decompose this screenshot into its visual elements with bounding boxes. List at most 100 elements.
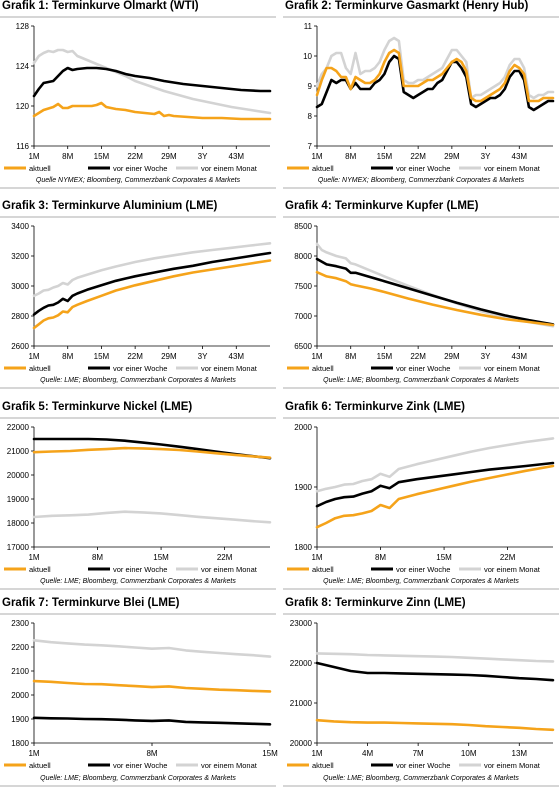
x-tick-label: 15M (262, 749, 278, 758)
legend-label-vor-einem-monat: vor einem Monat (201, 164, 258, 173)
line-chart: 1800 1900 2000 1M 8M 15M 22M aktuell vor einer W… (287, 423, 555, 574)
x-tick-label: 43M (229, 352, 245, 361)
chart-title-text: Terminkurve Zinn (LME) (334, 597, 466, 609)
line-chart: 6500 7000 7500 8000 8500 1M 8M 15M 22M 29M 3Y 43M ak… (287, 222, 555, 373)
x-tick-label: 22M (217, 553, 233, 562)
divider (0, 387, 276, 389)
divider (283, 187, 559, 189)
legend-label-vor-einer-woche: vor einer Woche (113, 565, 167, 574)
chart-panel: Grafik 4: Terminkurve Kupfer (LME) 6500 7… (283, 200, 559, 396)
x-tick-label: 1M (28, 553, 39, 562)
y-tick-label: 21000 (290, 699, 313, 708)
y-tick-label: 1800 (11, 739, 29, 748)
legend-label-vor-einem-monat: vor einem Monat (201, 761, 258, 770)
chart-source: Quelle: LME; Bloomberg, Commerzbank Corp… (40, 775, 236, 782)
legend-label-vor-einem-monat: vor einem Monat (484, 565, 541, 574)
series-line-vor-einer-woche (315, 461, 555, 508)
line-chart: 20000 21000 22000 23000 1M 4M 7M 10M 13M aktuell v… (287, 619, 555, 770)
x-tick-label: 1M (28, 749, 39, 758)
series-line-vor-einer-woche (32, 251, 272, 316)
series-line-vor-einem-monat (315, 437, 555, 493)
legend-label-vor-einer-woche: vor einer Woche (396, 364, 450, 373)
y-tick-label: 11 (304, 22, 313, 31)
line-chart: 116 120 124 128 1M 8M 15M 22M 29M 3Y 43M aktuell vor… (4, 22, 272, 173)
series-line-vor-einer-woche (315, 661, 555, 682)
legend-label-vor-einem-monat: vor einem Monat (201, 364, 258, 373)
line-chart: 1800 1900 2000 2100 2200 2300 1M 8M 15M aktuell vo… (4, 619, 278, 770)
divider (283, 417, 559, 419)
x-tick-label: 15M (94, 352, 110, 361)
series-line-aktuell (315, 48, 555, 103)
series-line-vor-einem-monat (315, 242, 555, 328)
x-tick-label: 15M (436, 553, 452, 562)
x-tick-label: 3Y (198, 352, 208, 361)
chart-number: Grafik 1: (2, 0, 52, 12)
y-tick-label: 9 (308, 82, 313, 91)
x-tick-label: 29M (161, 352, 177, 361)
x-tick-label: 13M (512, 749, 528, 758)
series-line-aktuell (32, 446, 272, 460)
y-tick-label: 23000 (290, 619, 313, 628)
legend-label-aktuell: aktuell (312, 761, 334, 770)
chart-source: Quelle: NYMEX; Bloomberg, Commerzbank Co… (317, 177, 525, 184)
legend-label-vor-einer-woche: vor einer Woche (396, 164, 450, 173)
legend-label-aktuell: aktuell (29, 364, 51, 373)
x-tick-label: 22M (127, 152, 143, 161)
x-tick-label: 10M (461, 749, 477, 758)
x-tick-label: 29M (444, 152, 460, 161)
divider (283, 613, 559, 615)
series-line-aktuell (315, 718, 555, 732)
x-tick-label: 1M (311, 749, 322, 758)
divider (283, 588, 559, 590)
series-line-vor-einer-woche (32, 66, 272, 98)
x-tick-label: 4M (362, 749, 373, 758)
y-tick-label: 8 (308, 112, 313, 121)
series-line-vor-einer-woche (32, 716, 272, 726)
chart-title-text: Terminkurve Gasmarkt (Henry Hub) (334, 0, 529, 12)
chart-source: Quelle: LME; Bloomberg, Commerzbank Corp… (40, 578, 236, 585)
x-tick-label: 3Y (481, 352, 491, 361)
y-tick-label: 7000 (294, 312, 312, 321)
x-tick-label: 3Y (198, 152, 208, 161)
chart-title: Grafik 2: Terminkurve Gasmarkt (Henry Hu… (285, 0, 528, 12)
line-chart: 17000 18000 19000 20000 21000 22000 1M 8M 15M 22M… (4, 423, 272, 574)
x-tick-label: 29M (444, 352, 460, 361)
chart-number: Grafik 3: (2, 200, 52, 212)
series-line-vor-einem-monat (32, 510, 272, 524)
series-line-vor-einem-monat (32, 241, 272, 298)
x-tick-label: 15M (94, 152, 110, 161)
x-tick-label: 22M (500, 553, 516, 562)
y-tick-label: 6500 (294, 342, 312, 351)
series-line-vor-einem-monat (315, 652, 555, 663)
y-tick-label: 20000 (7, 471, 30, 480)
legend-label-vor-einer-woche: vor einer Woche (396, 761, 450, 770)
chart-source: Quelle: LME; Bloomberg, Commerzbank Corp… (40, 377, 236, 384)
legend-label-vor-einem-monat: vor einem Monat (484, 761, 541, 770)
y-tick-label: 22000 (290, 659, 313, 668)
y-tick-label: 1900 (294, 483, 312, 492)
legend-label-aktuell: aktuell (29, 761, 51, 770)
series-line-aktuell (32, 101, 272, 121)
legend-label-vor-einem-monat: vor einem Monat (484, 164, 541, 173)
x-tick-label: 1M (311, 553, 322, 562)
divider (0, 417, 276, 419)
legend-label-vor-einem-monat: vor einem Monat (201, 565, 258, 574)
y-tick-label: 10 (303, 52, 312, 61)
x-tick-label: 3Y (481, 152, 491, 161)
x-tick-label: 1M (311, 152, 322, 161)
x-tick-label: 8M (345, 352, 356, 361)
x-tick-label: 22M (410, 352, 426, 361)
legend-label-vor-einer-woche: vor einer Woche (396, 565, 450, 574)
x-tick-label: 15M (153, 553, 169, 562)
x-tick-label: 1M (28, 352, 39, 361)
chart-title: Grafik 3: Terminkurve Aluminium (LME) (2, 200, 217, 212)
chart-title: Grafik 1: Terminkurve Olmarkt (WTI) (2, 0, 199, 12)
chart-title: Grafik 4: Terminkurve Kupfer (LME) (285, 200, 478, 212)
y-tick-label: 2800 (11, 312, 29, 321)
series-line-vor-einem-monat (32, 638, 272, 658)
legend-label-vor-einer-woche: vor einer Woche (113, 364, 167, 373)
y-tick-label: 8000 (294, 252, 312, 261)
y-tick-label: 2300 (11, 619, 29, 628)
chart-title: Grafik 6: Terminkurve Zink (LME) (285, 401, 465, 413)
chart-title-text: Terminkurve Nickel (LME) (51, 401, 193, 413)
